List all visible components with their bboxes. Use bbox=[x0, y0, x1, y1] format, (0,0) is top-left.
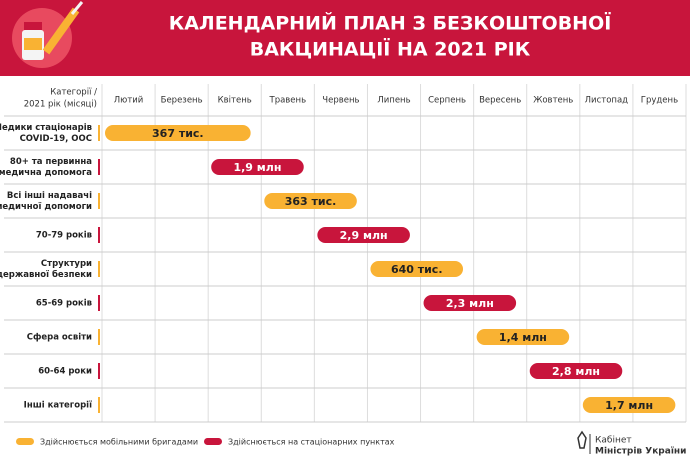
schedule-bar bbox=[211, 159, 304, 175]
category-tick bbox=[98, 329, 100, 345]
corner-label: 2021 рік (місяці) bbox=[24, 100, 97, 110]
category-label: COVID-19, ООС bbox=[20, 134, 92, 144]
schedule-bar bbox=[529, 363, 623, 379]
bar-label: 2,8 млн bbox=[552, 365, 600, 378]
bar-label: 367 тис. bbox=[152, 127, 204, 140]
schedule-bar bbox=[582, 397, 676, 413]
month-label: Травень bbox=[269, 96, 307, 106]
footer-org: Міністрів України bbox=[595, 446, 686, 457]
category-tick bbox=[98, 363, 100, 379]
title: ВАКЦИНАЦІЇ НА 2021 РІК bbox=[250, 37, 531, 61]
month-label: Липень bbox=[377, 96, 410, 106]
category-label: 60-64 роки bbox=[38, 367, 92, 377]
schedule-bar bbox=[317, 227, 410, 243]
month-label: Лютий bbox=[114, 96, 144, 106]
legend-swatch bbox=[16, 438, 34, 445]
bar-label: 363 тис. bbox=[285, 195, 337, 208]
month-label: Вересень bbox=[479, 96, 521, 106]
category-label: медичної допомоги bbox=[0, 202, 92, 212]
category-tick bbox=[98, 159, 100, 175]
legend-label: Здійснюється мобільними бригадами bbox=[40, 438, 198, 447]
category-tick bbox=[98, 227, 100, 243]
legend-label: Здійснюється на стаціонарних пунктах bbox=[228, 438, 395, 447]
category-label: Медики стаціонарів bbox=[0, 122, 92, 133]
bar-label: 1,4 млн bbox=[499, 331, 547, 344]
schedule-bar bbox=[423, 295, 517, 311]
month-label: Червень bbox=[322, 96, 359, 106]
category-tick bbox=[98, 193, 100, 209]
category-tick bbox=[98, 125, 100, 141]
bar-label: 1,7 млн bbox=[605, 399, 653, 412]
month-label: Березень bbox=[161, 96, 203, 106]
category-tick bbox=[98, 397, 100, 413]
title: КАЛЕНДАРНИЙ ПЛАН З БЕЗКОШТОВНОЇ bbox=[169, 11, 612, 35]
category-label: державної безпеки bbox=[0, 269, 92, 280]
bar-label: 1,9 млн bbox=[233, 161, 281, 174]
month-label: Жовтень bbox=[533, 96, 573, 106]
category-label: Всі інші надавачі bbox=[7, 190, 92, 201]
bar-label: 640 тис. bbox=[391, 263, 443, 276]
month-label: Квітень bbox=[218, 96, 252, 106]
footer-logo bbox=[577, 430, 591, 454]
legend-swatch bbox=[204, 438, 222, 445]
category-tick bbox=[98, 261, 100, 277]
category-label: 70-79 років bbox=[36, 230, 92, 241]
category-label: Структури bbox=[41, 259, 92, 269]
schedule-bar bbox=[264, 193, 357, 209]
corner-label: Категорії / bbox=[50, 88, 97, 98]
bar-label: 2,3 млн bbox=[446, 297, 494, 310]
category-label: 80+ та первинна bbox=[10, 157, 92, 167]
footer-org: Кабінет bbox=[595, 436, 632, 446]
schedule-bar bbox=[105, 125, 251, 141]
month-label: Серпень bbox=[428, 96, 466, 106]
category-label: медична допомога bbox=[0, 168, 92, 178]
schedule-bar bbox=[476, 329, 570, 345]
month-label: Грудень bbox=[641, 96, 678, 106]
header-band bbox=[0, 0, 690, 76]
month-label: Листопад bbox=[585, 96, 629, 106]
category-label: Інші категорії bbox=[24, 400, 92, 411]
bar-label: 2,9 млн bbox=[340, 229, 388, 242]
category-tick bbox=[98, 295, 100, 311]
vaccine-icon bbox=[12, 1, 84, 68]
category-label: 65-69 років bbox=[36, 298, 92, 309]
category-label: Сфера освіти bbox=[27, 332, 92, 343]
schedule-bar bbox=[370, 261, 464, 277]
